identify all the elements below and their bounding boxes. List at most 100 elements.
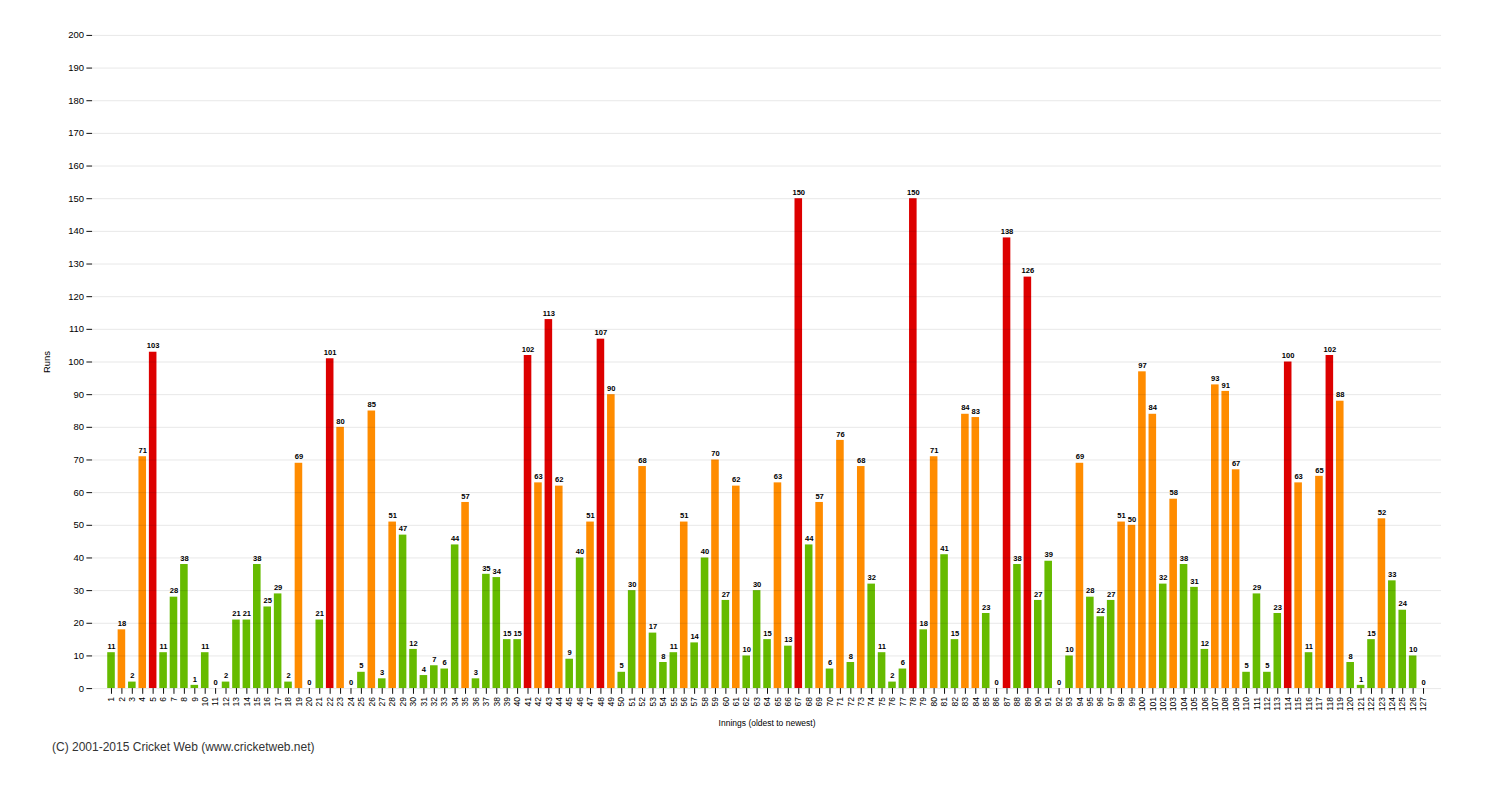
svg-text:1: 1: [106, 697, 116, 702]
svg-text:102: 102: [522, 345, 535, 354]
svg-text:80: 80: [336, 417, 344, 426]
svg-text:90: 90: [74, 389, 85, 400]
svg-text:109: 109: [1231, 697, 1241, 711]
svg-text:111: 111: [1252, 697, 1262, 710]
svg-text:73: 73: [856, 697, 866, 707]
svg-text:120: 120: [68, 291, 84, 302]
svg-text:30: 30: [628, 580, 636, 589]
svg-text:20: 20: [304, 697, 314, 707]
svg-text:150: 150: [907, 188, 920, 197]
svg-text:114: 114: [1283, 697, 1293, 711]
svg-text:105: 105: [1189, 697, 1199, 711]
svg-text:0: 0: [1421, 678, 1425, 687]
svg-text:5: 5: [148, 697, 158, 702]
svg-text:14: 14: [690, 632, 699, 641]
svg-text:104: 104: [1179, 697, 1189, 711]
svg-text:116: 116: [1304, 697, 1314, 711]
svg-text:5: 5: [620, 661, 624, 670]
svg-text:6: 6: [828, 658, 832, 667]
svg-text:5: 5: [359, 661, 363, 670]
svg-text:81: 81: [939, 697, 949, 707]
svg-text:23: 23: [982, 603, 990, 612]
svg-text:84: 84: [961, 403, 970, 412]
svg-text:51: 51: [388, 511, 396, 520]
svg-text:126: 126: [1022, 266, 1035, 275]
svg-text:25: 25: [263, 596, 271, 605]
svg-text:95: 95: [1085, 697, 1095, 707]
svg-text:15: 15: [513, 629, 521, 638]
svg-text:0: 0: [79, 683, 84, 694]
svg-text:107: 107: [1210, 697, 1220, 711]
svg-text:13: 13: [784, 635, 792, 644]
svg-text:63: 63: [534, 472, 542, 481]
svg-text:30: 30: [74, 585, 85, 596]
svg-text:49: 49: [606, 697, 616, 707]
svg-text:70: 70: [74, 454, 85, 465]
svg-text:33: 33: [439, 697, 449, 707]
svg-text:10: 10: [1409, 645, 1417, 654]
svg-text:110: 110: [69, 323, 84, 334]
svg-text:121: 121: [1356, 697, 1366, 711]
svg-text:15: 15: [763, 629, 771, 638]
svg-text:5: 5: [1265, 661, 1269, 670]
svg-text:94: 94: [1075, 697, 1085, 707]
svg-text:10: 10: [200, 697, 210, 707]
svg-text:14: 14: [242, 697, 252, 707]
svg-text:160: 160: [68, 160, 84, 171]
svg-text:62: 62: [741, 697, 751, 707]
svg-text:83: 83: [972, 407, 980, 416]
svg-text:2: 2: [890, 671, 894, 680]
svg-text:35: 35: [460, 697, 470, 707]
svg-text:70: 70: [825, 697, 835, 707]
svg-text:0: 0: [1057, 678, 1061, 687]
svg-text:48: 48: [596, 697, 606, 707]
svg-text:11: 11: [670, 642, 678, 651]
svg-text:125: 125: [1397, 697, 1407, 711]
svg-text:7: 7: [169, 697, 179, 702]
svg-text:27: 27: [377, 697, 387, 707]
svg-text:102: 102: [1324, 345, 1337, 354]
svg-text:115: 115: [1293, 697, 1303, 711]
svg-text:6: 6: [443, 658, 447, 667]
svg-text:56: 56: [679, 697, 689, 707]
svg-text:11: 11: [878, 642, 886, 651]
svg-text:22: 22: [1097, 606, 1105, 615]
svg-text:85: 85: [981, 697, 991, 707]
svg-text:24: 24: [346, 697, 356, 707]
svg-text:11: 11: [201, 642, 209, 651]
svg-text:78: 78: [908, 697, 918, 707]
svg-text:37: 37: [481, 697, 491, 707]
svg-text:36: 36: [471, 697, 481, 707]
svg-text:6: 6: [901, 658, 905, 667]
svg-text:25: 25: [356, 697, 366, 707]
svg-text:170: 170: [68, 127, 84, 138]
svg-text:8: 8: [179, 697, 189, 702]
svg-text:118: 118: [1325, 697, 1335, 711]
svg-text:46: 46: [575, 697, 585, 707]
svg-text:42: 42: [533, 697, 543, 707]
svg-text:11: 11: [160, 642, 168, 651]
svg-text:31: 31: [1190, 577, 1198, 586]
svg-text:52: 52: [1378, 508, 1386, 517]
svg-text:23: 23: [1274, 603, 1282, 612]
svg-text:Runs: Runs: [41, 351, 52, 373]
svg-text:32: 32: [429, 697, 439, 707]
svg-text:32: 32: [1159, 573, 1167, 582]
svg-text:96: 96: [1095, 697, 1105, 707]
svg-text:71: 71: [930, 446, 938, 455]
svg-text:4: 4: [137, 697, 147, 702]
svg-text:15: 15: [252, 697, 262, 707]
svg-text:90: 90: [607, 384, 615, 393]
svg-text:150: 150: [792, 188, 805, 197]
svg-text:180: 180: [68, 95, 84, 106]
svg-text:117: 117: [1314, 697, 1324, 711]
svg-text:12: 12: [409, 639, 417, 648]
svg-text:71: 71: [835, 697, 845, 707]
svg-text:Innings (oldest to newest): Innings (oldest to newest): [719, 718, 816, 728]
svg-text:108: 108: [1220, 697, 1230, 711]
svg-text:0: 0: [307, 678, 311, 687]
svg-text:11: 11: [1305, 642, 1313, 651]
svg-text:59: 59: [710, 697, 720, 707]
svg-text:50: 50: [616, 697, 626, 707]
svg-text:26: 26: [367, 697, 377, 707]
